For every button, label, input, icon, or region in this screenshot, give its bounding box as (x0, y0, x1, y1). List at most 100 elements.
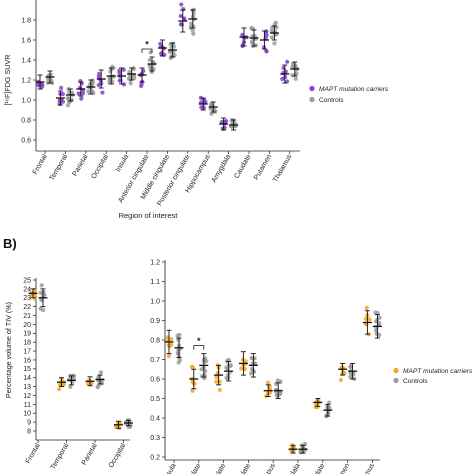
data-point (108, 76, 113, 81)
data-point (325, 406, 330, 411)
chart-panel-1: 0.6 0.8 1.0 1.2 1.4 1.6 1.8 [¹⁸F]FDG SUVR Region… (3, 0, 389, 220)
data-point (96, 74, 101, 79)
data-point (284, 79, 290, 84)
x-tick-label: Insula (115, 153, 130, 173)
data-point (38, 306, 43, 311)
data-point (179, 2, 184, 7)
data-point (45, 77, 51, 82)
data-point (264, 48, 269, 54)
legend-label: MAPT mutation carriers (319, 86, 389, 93)
data-point (59, 85, 64, 90)
data-point (191, 31, 196, 36)
chart-layer: 0.6 0.8 1.0 1.2 1.4 1.6 1.8 [¹⁸F]FDG SUVR Region… (3, 0, 473, 474)
legend-label: MAPT mutation carriers (403, 368, 473, 375)
data-point (128, 81, 133, 86)
y-tick-label: 1.4 (21, 57, 31, 64)
x-tick-label: Occipital (90, 153, 110, 180)
x-tick-label: Insula (162, 462, 177, 474)
data-point (373, 310, 378, 315)
data-point (190, 365, 195, 370)
chart-panel-3: 0.20.30.40.50.60.70.80.91.01.11.2Insulac… (150, 259, 473, 474)
data-point (269, 35, 275, 40)
legend-label: Controls (319, 97, 344, 104)
y-tick-label: 24 (23, 286, 31, 293)
data-point (178, 13, 183, 19)
data-point (66, 96, 71, 101)
data-point (219, 120, 224, 125)
y-tick-label: 0.4 (150, 415, 160, 422)
x-tick-label: ocampus (257, 462, 278, 474)
data-point (285, 59, 290, 64)
data-point (60, 99, 66, 104)
y-axis-label: [¹⁸F]FDG SUVR (3, 55, 12, 106)
data-point (249, 355, 254, 361)
y-tick-label: 13 (23, 384, 31, 391)
data-point (139, 82, 144, 87)
data-point (181, 7, 186, 12)
x-tick-label: Frontal (32, 153, 49, 176)
data-point (117, 68, 122, 73)
x-axis-label: Region of interest (119, 211, 179, 220)
data-point (214, 375, 219, 380)
significance-star: * (145, 40, 149, 50)
data-point (202, 99, 207, 104)
y-tick-label: 12 (23, 393, 31, 400)
data-point (275, 378, 280, 383)
data-point (169, 337, 174, 342)
data-point (40, 83, 45, 88)
data-point (96, 384, 101, 389)
data-point (249, 25, 254, 31)
y-tick-label: 16 (23, 357, 31, 364)
y-tick-label: 0.7 (150, 357, 160, 364)
data-point (190, 388, 195, 393)
data-point (364, 305, 369, 311)
data-point (176, 351, 181, 356)
data-point (76, 91, 81, 96)
data-point (367, 317, 372, 322)
x-tick-label: Putamen (331, 462, 351, 474)
data-point (249, 40, 255, 45)
y-tick-label: 18 (23, 340, 31, 347)
y-tick-label: 0.8 (21, 117, 31, 124)
legend-marker (393, 367, 399, 374)
data-point (178, 22, 184, 27)
data-point (294, 71, 299, 76)
x-tick-label: cingulate (182, 462, 202, 474)
x-tick-label: Putamen (253, 153, 273, 181)
data-point (191, 11, 196, 16)
data-point (293, 76, 298, 81)
data-point (199, 105, 204, 110)
data-point (363, 316, 368, 321)
y-tick-label: 1.0 (150, 298, 160, 305)
significance-bracket (193, 345, 205, 350)
data-point (209, 111, 214, 116)
data-point (121, 67, 126, 72)
legend-label: Controls (403, 378, 428, 385)
data-point (349, 373, 354, 379)
y-tick-label: 8 (27, 428, 31, 435)
x-tick-label: Temporal (49, 153, 70, 182)
y-tick-label: 11 (24, 402, 31, 409)
y-tick-label: 0.8 (150, 337, 160, 344)
y-tick-label: 20 (23, 322, 31, 329)
y-tick-label: 25 (23, 277, 31, 284)
y-tick-label: 0.2 (150, 454, 160, 461)
legend-marker (309, 85, 315, 92)
x-tick-label: Caudate (233, 153, 252, 180)
significance-bracket (141, 48, 153, 53)
data-point (264, 33, 269, 38)
y-tick-label: 1.6 (21, 37, 31, 44)
y-tick-label: 0.6 (21, 137, 31, 144)
y-tick-label: 1.2 (150, 259, 160, 266)
data-point (158, 41, 163, 46)
y-tick-label: 1.0 (21, 97, 31, 104)
y-axis-label: Percentage volume of TIV (%) (4, 302, 13, 398)
y-tick-label: 1.2 (21, 77, 31, 84)
x-tick-label: Occipital (108, 442, 128, 469)
x-tick-label: Caudate (307, 462, 326, 474)
data-point (172, 53, 177, 58)
data-point (290, 73, 295, 78)
x-tick-label: Parietal (81, 442, 99, 466)
data-point (327, 400, 332, 405)
